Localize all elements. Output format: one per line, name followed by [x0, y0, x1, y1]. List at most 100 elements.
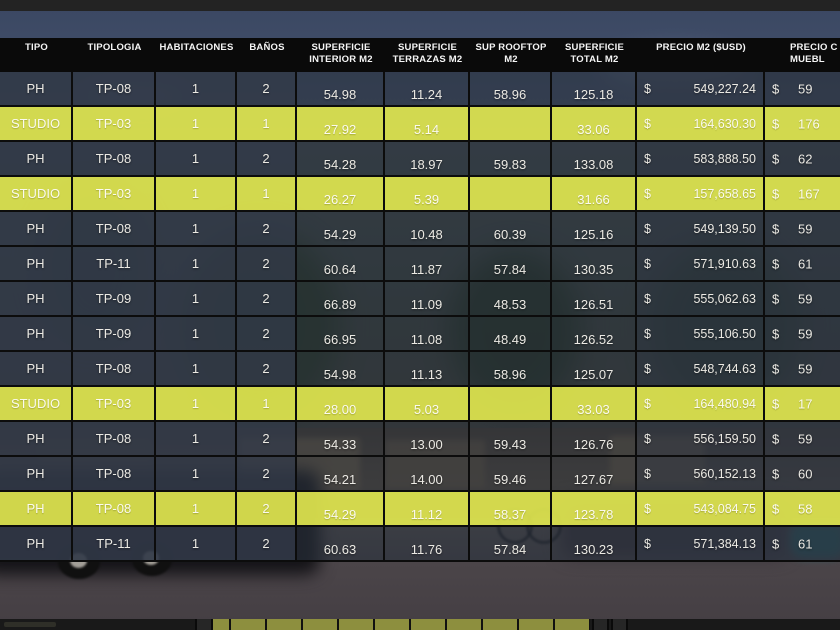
cell-tipologia: TP-08 [73, 212, 156, 247]
currency-symbol: $ [772, 536, 780, 551]
cell-precio-muebles: $167 [765, 177, 840, 212]
table-row: PH TP-08 1 2 54.29 11.12 58.37 123.78 $543,084.7… [0, 492, 840, 527]
cell-tipo: PH [0, 247, 73, 282]
cell-sup_rooftop: 58.96 [470, 72, 552, 107]
currency-symbol: $ [644, 466, 651, 481]
bottom-strip [0, 619, 840, 630]
cell-sup_rooftop: 59.83 [470, 142, 552, 177]
cell-sup_interior: 54.29 [297, 492, 385, 527]
cell-habitaciones: 1 [156, 247, 237, 282]
miniature-dark-cell [195, 619, 213, 630]
table-row: PH TP-08 1 2 54.29 10.48 60.39 125.16 $549,139.5… [0, 212, 840, 247]
cell-precio-m2: $560,152.13 [637, 457, 765, 492]
cell-sup_total: 125.07 [552, 352, 637, 387]
column-header-label: INTERIOR M2 [309, 54, 373, 65]
table-body: PH TP-08 1 2 54.98 11.24 58.96 125.18 $549,227.2… [0, 72, 840, 562]
cell-sup_total: 126.76 [552, 422, 637, 457]
cell-tipologia: TP-11 [73, 247, 156, 282]
currency-symbol: $ [772, 81, 780, 96]
price-value: 571,384.13 [693, 536, 756, 551]
cell-precio-m2: $157,658.65 [637, 177, 765, 212]
table-row: STUDIO TP-03 1 1 28.00 5.03 33.03 $164,480.94 $1… [0, 387, 840, 422]
table-row: PH TP-09 1 2 66.95 11.08 48.49 126.52 $555,106.5… [0, 317, 840, 352]
cell-precio-muebles: $17 [765, 387, 840, 422]
cell-tipo: STUDIO [0, 107, 73, 142]
cell-sup_rooftop: 57.84 [470, 527, 552, 562]
cell-sup_total: 33.03 [552, 387, 637, 422]
cell-tipo: PH [0, 527, 73, 562]
clipped-price-value: 58 [798, 501, 813, 516]
miniature-dark-cell [592, 619, 609, 630]
clipped-price-value: 167 [798, 186, 820, 201]
clipped-price-value: 59 [798, 326, 813, 341]
table-header-row: TIPO TIPOLOGIA HABITACIONES BAÑOS SUPERFICIE… [0, 38, 840, 72]
column-header-sup_terrazas: SUPERFICIE TERRAZAS M2 [385, 38, 470, 72]
cell-tipologia: TP-11 [73, 527, 156, 562]
cell-sup_interior: 54.21 [297, 457, 385, 492]
table-row: STUDIO TP-03 1 1 27.92 5.14 33.06 $164,630.30 $1… [0, 107, 840, 142]
table-row: PH TP-09 1 2 66.89 11.09 48.53 126.51 $555,062.6… [0, 282, 840, 317]
cell-sup_terrazas: 14.00 [385, 457, 470, 492]
cell-habitaciones: 1 [156, 177, 237, 212]
currency-symbol: $ [644, 81, 651, 96]
price-value: 543,084.75 [693, 501, 756, 516]
cell-sup_terrazas: 18.97 [385, 142, 470, 177]
cell-banos: 2 [237, 282, 297, 317]
currency-symbol: $ [772, 431, 780, 446]
cell-sup_rooftop [470, 107, 552, 142]
cell-precio-muebles: $59 [765, 282, 840, 317]
cell-tipo: STUDIO [0, 177, 73, 212]
cell-precio-m2: $571,910.63 [637, 247, 765, 282]
clipped-price-value: 59 [798, 221, 813, 236]
currency-symbol: $ [772, 326, 780, 341]
cell-sup_rooftop: 58.96 [470, 352, 552, 387]
column-header-sup_interior: SUPERFICIE INTERIOR M2 [297, 38, 385, 72]
cell-precio-muebles: $61 [765, 247, 840, 282]
column-header-tipo: TIPO [0, 38, 73, 72]
clipped-price-value: 62 [798, 151, 813, 166]
cell-tipologia: TP-08 [73, 457, 156, 492]
cell-sup_terrazas: 11.13 [385, 352, 470, 387]
cell-sup_interior: 54.33 [297, 422, 385, 457]
column-header-label: SUPERFICIE [397, 42, 457, 53]
currency-symbol: $ [772, 116, 780, 131]
cell-tipo: PH [0, 457, 73, 492]
cell-sup_total: 127.67 [552, 457, 637, 492]
cell-sup_rooftop: 59.46 [470, 457, 552, 492]
cell-sup_total: 133.08 [552, 142, 637, 177]
column-header-precio_muebles: PRECIO C MUEBL [765, 38, 840, 72]
cell-sup_interior: 60.63 [297, 527, 385, 562]
cell-sup_terrazas: 11.09 [385, 282, 470, 317]
cell-sup_interior: 60.64 [297, 247, 385, 282]
clipped-price-value: 59 [798, 431, 813, 446]
cell-precio-muebles: $59 [765, 72, 840, 107]
table-row: PH TP-08 1 2 54.98 11.13 58.96 125.07 $548,744.6… [0, 352, 840, 387]
price-value: 164,480.94 [693, 396, 756, 411]
cell-tipologia: TP-03 [73, 177, 156, 212]
cell-precio-muebles: $59 [765, 422, 840, 457]
cell-habitaciones: 1 [156, 492, 237, 527]
cell-sup_terrazas: 11.87 [385, 247, 470, 282]
table-row: PH TP-08 1 2 54.21 14.00 59.46 127.67 $560,152.1… [0, 457, 840, 492]
cell-precio-m2: $549,139.50 [637, 212, 765, 247]
cell-tipo: PH [0, 317, 73, 352]
cell-precio-muebles: $58 [765, 492, 840, 527]
column-header-label: BAÑOS [249, 42, 285, 53]
cell-tipo: PH [0, 142, 73, 177]
column-header-label: TOTAL M2 [570, 54, 619, 65]
cell-habitaciones: 1 [156, 282, 237, 317]
cell-banos: 1 [237, 177, 297, 212]
currency-symbol: $ [772, 466, 780, 481]
column-header-label: TIPO [25, 42, 48, 53]
column-header-sup_total: SUPERFICIE TOTAL M2 [552, 38, 637, 72]
cell-sup_terrazas: 5.39 [385, 177, 470, 212]
cell-sup_total: 33.06 [552, 107, 637, 142]
cell-sup_terrazas: 11.76 [385, 527, 470, 562]
cell-sup_total: 123.78 [552, 492, 637, 527]
cell-tipologia: TP-08 [73, 422, 156, 457]
table-row: PH TP-08 1 2 54.28 18.97 59.83 133.08 $583,888.5… [0, 142, 840, 177]
currency-symbol: $ [772, 361, 780, 376]
currency-symbol: $ [772, 396, 780, 411]
price-value: 555,062.63 [693, 291, 756, 306]
price-value: 549,139.50 [693, 221, 756, 236]
